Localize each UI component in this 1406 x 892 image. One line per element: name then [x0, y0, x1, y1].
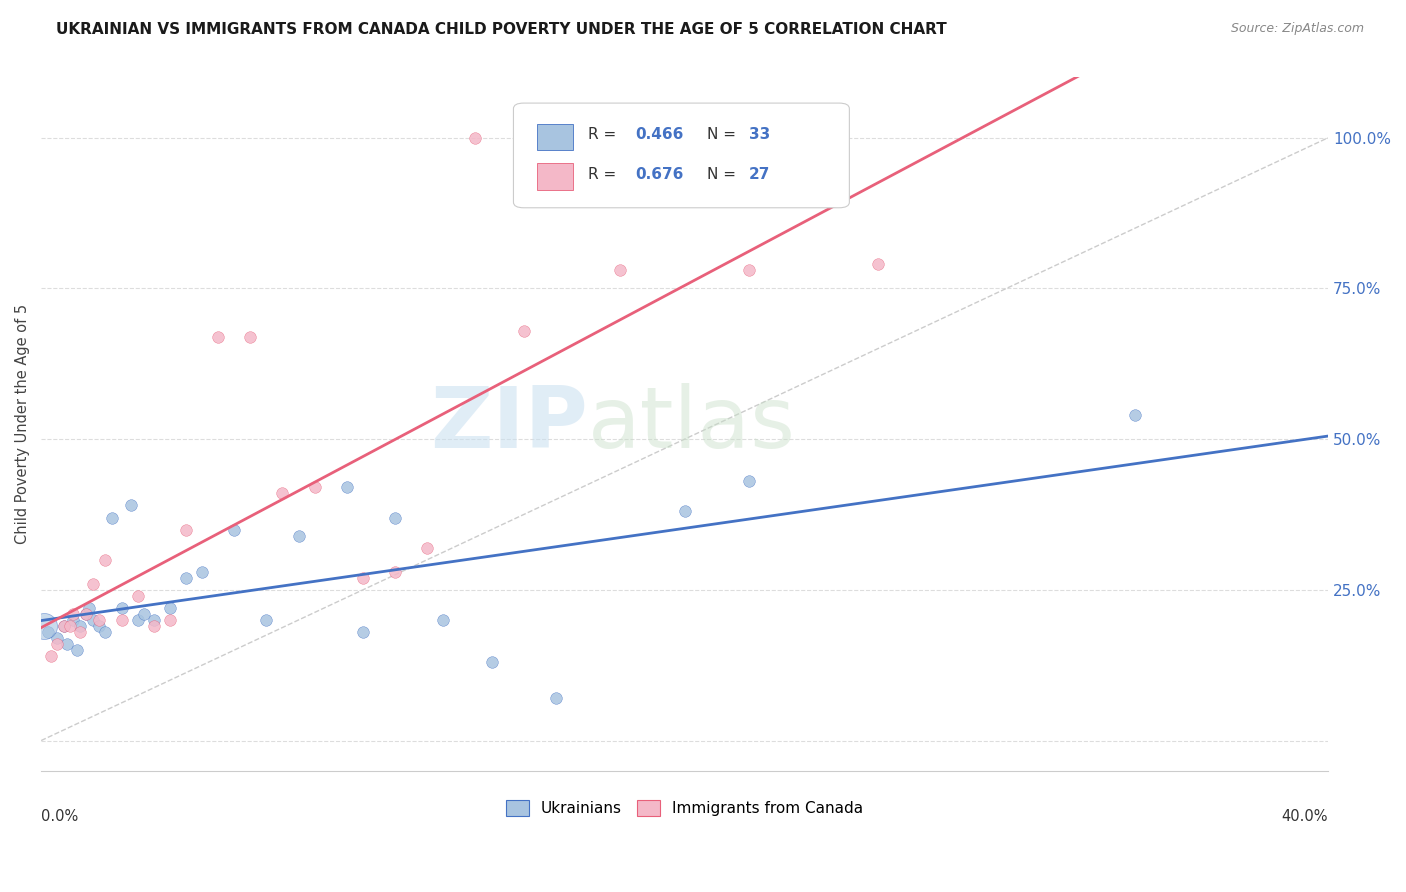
Point — [673, 504, 696, 518]
Point — [110, 613, 132, 627]
Point — [56, 637, 79, 651]
Y-axis label: Child Poverty Under the Age of 5: Child Poverty Under the Age of 5 — [15, 304, 30, 544]
Point — [352, 625, 374, 640]
Text: ZIP: ZIP — [430, 383, 588, 466]
Point — [159, 613, 181, 627]
Text: Source: ZipAtlas.com: Source: ZipAtlas.com — [1230, 22, 1364, 36]
Point — [65, 643, 87, 657]
Point — [46, 631, 69, 645]
Point — [120, 499, 142, 513]
Text: R =: R = — [588, 128, 621, 143]
Point — [142, 619, 165, 633]
Text: N =: N = — [706, 128, 741, 143]
Point — [37, 625, 59, 640]
Point — [866, 257, 889, 271]
Point — [174, 523, 197, 537]
Point — [174, 571, 197, 585]
Point — [69, 619, 91, 633]
Text: atlas: atlas — [588, 383, 796, 466]
Text: 0.466: 0.466 — [636, 128, 685, 143]
Point — [39, 649, 62, 664]
Point — [384, 565, 406, 579]
Point — [79, 601, 101, 615]
Point — [207, 329, 229, 343]
Point — [336, 480, 359, 494]
Point — [352, 571, 374, 585]
Legend: Ukrainians, Immigrants from Canada: Ukrainians, Immigrants from Canada — [499, 794, 869, 822]
Point — [1123, 408, 1146, 422]
Point — [432, 613, 454, 627]
Point — [738, 475, 761, 489]
Point — [127, 589, 149, 603]
Text: 27: 27 — [749, 167, 770, 182]
FancyBboxPatch shape — [537, 163, 572, 190]
Point — [464, 130, 486, 145]
Point — [75, 607, 97, 621]
Point — [513, 324, 536, 338]
Point — [159, 601, 181, 615]
Point — [287, 528, 309, 542]
Point — [224, 523, 246, 537]
Point — [52, 619, 75, 633]
FancyBboxPatch shape — [537, 124, 572, 150]
Text: N =: N = — [706, 167, 741, 182]
Point — [544, 691, 567, 706]
Point — [101, 510, 124, 524]
Point — [87, 613, 110, 627]
Point — [82, 577, 104, 591]
Point — [52, 619, 75, 633]
Point — [254, 613, 277, 627]
Point — [271, 486, 294, 500]
Point — [132, 607, 155, 621]
Point — [94, 625, 117, 640]
Text: R =: R = — [588, 167, 621, 182]
Point — [738, 263, 761, 277]
Point — [59, 619, 82, 633]
Point — [127, 613, 149, 627]
Point — [62, 613, 84, 627]
Point — [110, 601, 132, 615]
Point — [87, 619, 110, 633]
Point — [416, 541, 439, 555]
Text: 0.676: 0.676 — [636, 167, 685, 182]
Text: 0.0%: 0.0% — [41, 809, 79, 824]
Point — [62, 607, 84, 621]
Point — [191, 565, 214, 579]
Point — [82, 613, 104, 627]
Point — [46, 637, 69, 651]
Point — [94, 552, 117, 566]
Point — [34, 619, 56, 633]
Text: 33: 33 — [749, 128, 770, 143]
Text: 40.0%: 40.0% — [1282, 809, 1329, 824]
Point — [69, 625, 91, 640]
Text: UKRAINIAN VS IMMIGRANTS FROM CANADA CHILD POVERTY UNDER THE AGE OF 5 CORRELATION: UKRAINIAN VS IMMIGRANTS FROM CANADA CHIL… — [56, 22, 948, 37]
FancyBboxPatch shape — [513, 103, 849, 208]
Point — [384, 510, 406, 524]
Point — [609, 263, 631, 277]
Point — [142, 613, 165, 627]
Point — [304, 480, 326, 494]
Point — [481, 655, 503, 669]
Point — [239, 329, 262, 343]
Point — [75, 607, 97, 621]
